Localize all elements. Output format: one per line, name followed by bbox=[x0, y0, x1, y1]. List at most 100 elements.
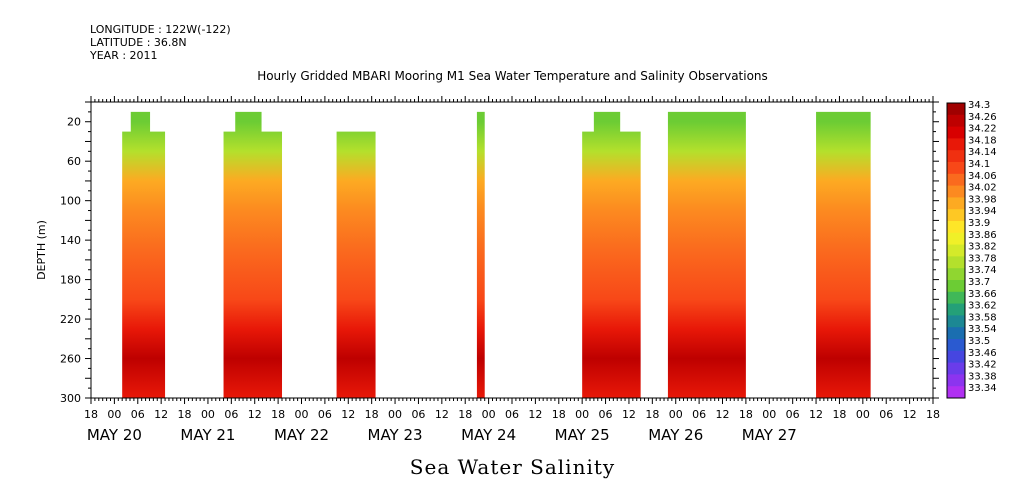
data-segment-4 bbox=[476, 111, 485, 398]
x-hour-tick-label: 18 bbox=[458, 408, 472, 421]
colorbar-swatch bbox=[947, 150, 965, 163]
x-hour-tick-label: 18 bbox=[271, 408, 285, 421]
y-tick-label: 60 bbox=[67, 155, 81, 168]
colorbar-label: 34.18 bbox=[968, 135, 997, 146]
colorbar-swatch bbox=[947, 315, 965, 328]
colorbar-swatch bbox=[947, 327, 965, 340]
y-tick-label: 100 bbox=[60, 195, 81, 208]
colorbar-swatch bbox=[947, 209, 965, 222]
y-tick-label: 140 bbox=[60, 234, 81, 247]
x-hour-tick-label: 00 bbox=[107, 408, 121, 421]
colorbar: 34.334.2634.2234.1834.1434.134.0634.0233… bbox=[946, 100, 997, 399]
x-hour-tick-label: 12 bbox=[809, 408, 823, 421]
x-hour-tick-label: 06 bbox=[224, 408, 238, 421]
x-date-label: MAY 24 bbox=[461, 426, 516, 444]
colorbar-label: 34.14 bbox=[968, 147, 997, 158]
colorbar-label: 33.66 bbox=[968, 289, 997, 300]
x-hour-tick-label: 06 bbox=[879, 408, 893, 421]
colorbar-label: 33.74 bbox=[968, 265, 997, 276]
x-hour-tick-label: 06 bbox=[599, 408, 613, 421]
x-hour-tick-label: 18 bbox=[832, 408, 846, 421]
x-date-label: MAY 26 bbox=[648, 426, 703, 444]
x-hour-tick-label: 12 bbox=[528, 408, 542, 421]
x-hour-tick-label: 12 bbox=[341, 408, 355, 421]
x-hour-tick-label: 18 bbox=[645, 408, 659, 421]
x-hour-tick-label: 18 bbox=[739, 408, 753, 421]
colorbar-swatch bbox=[947, 185, 965, 198]
colorbar-label: 33.34 bbox=[968, 383, 997, 394]
x-hour-tick-label: 00 bbox=[388, 408, 402, 421]
year-label: YEAR : 2011 bbox=[90, 49, 158, 62]
colorbar-swatch bbox=[947, 374, 965, 387]
colorbar-swatch bbox=[947, 339, 965, 352]
colorbar-swatch bbox=[947, 303, 965, 316]
colorbar-label: 34.06 bbox=[968, 171, 997, 182]
x-hour-tick-label: 06 bbox=[411, 408, 425, 421]
y-axis-label: DEPTH (m) bbox=[35, 220, 48, 280]
colorbar-swatch bbox=[947, 173, 965, 187]
chart-title: Hourly Gridded MBARI Mooring M1 Sea Wate… bbox=[257, 69, 768, 83]
colorbar-label: 33.9 bbox=[968, 218, 990, 229]
plot-frame bbox=[90, 101, 934, 399]
colorbar-swatch bbox=[947, 103, 965, 116]
colorbar-label: 34.26 bbox=[968, 112, 997, 123]
colorbar-swatch bbox=[947, 291, 965, 305]
colorbar-label: 33.7 bbox=[968, 277, 990, 288]
colorbar-swatch bbox=[947, 362, 965, 375]
axes: 18 00 06 12 18 00 06 12 18 00 06 12 18 00 06 12 18 00 06 12… bbox=[60, 96, 940, 444]
y-tick-label: 180 bbox=[60, 274, 81, 287]
chart-caption: Sea Water Salinity bbox=[409, 455, 616, 479]
x-hour-tick-label: 00 bbox=[762, 408, 776, 421]
colorbar-label: 33.42 bbox=[968, 360, 997, 371]
colorbar-label: 33.46 bbox=[968, 348, 997, 359]
x-hour-tick-label: 06 bbox=[505, 408, 519, 421]
colorbar-label: 33.38 bbox=[968, 371, 997, 382]
x-hour-tick-label: 18 bbox=[552, 408, 566, 421]
colorbar-swatch bbox=[947, 197, 965, 210]
colorbar-swatch bbox=[947, 114, 965, 128]
colorbar-label: 34.02 bbox=[968, 183, 997, 194]
x-hour-tick-label: 00 bbox=[201, 408, 215, 421]
x-hour-tick-label: 06 bbox=[786, 408, 800, 421]
x-hour-tick-label: 12 bbox=[622, 408, 636, 421]
x-hour-tick-label: 00 bbox=[295, 408, 309, 421]
x-hour-tick-label: 12 bbox=[903, 408, 917, 421]
colorbar-label: 33.94 bbox=[968, 206, 997, 217]
x-date-label: MAY 22 bbox=[274, 426, 329, 444]
y-tick-label: 260 bbox=[60, 353, 81, 366]
colorbar-swatch bbox=[947, 386, 965, 399]
colorbar-label: 34.22 bbox=[968, 124, 997, 135]
x-hour-tick-label: 12 bbox=[716, 408, 730, 421]
data-segment-5 bbox=[582, 131, 641, 398]
x-hour-tick-label: 18 bbox=[84, 408, 98, 421]
colorbar-swatch bbox=[947, 244, 965, 257]
colorbar-label: 33.62 bbox=[968, 301, 997, 312]
data-segment-top-2 bbox=[235, 111, 262, 133]
x-hour-tick-label: 06 bbox=[131, 408, 145, 421]
x-date-label: MAY 20 bbox=[87, 426, 142, 444]
colorbar-swatch bbox=[947, 280, 965, 293]
colorbar-swatch bbox=[947, 256, 965, 269]
colorbar-label: 33.58 bbox=[968, 312, 997, 323]
plot-area bbox=[122, 111, 871, 398]
colorbar-swatch bbox=[947, 268, 965, 281]
colorbar-label: 33.5 bbox=[968, 336, 990, 347]
data-segment-top-1 bbox=[130, 111, 151, 133]
x-date-label: MAY 23 bbox=[368, 426, 423, 444]
x-date-label: MAY 21 bbox=[180, 426, 235, 444]
colorbar-swatch bbox=[947, 350, 965, 364]
longitude-label: LONGITUDE : 122W(-122) bbox=[90, 23, 231, 36]
y-tick-label: 300 bbox=[60, 392, 81, 405]
x-hour-tick-label: 12 bbox=[435, 408, 449, 421]
x-hour-tick-label: 06 bbox=[318, 408, 332, 421]
colorbar-label: 34.3 bbox=[968, 100, 990, 111]
x-hour-tick-label: 00 bbox=[856, 408, 870, 421]
x-hour-tick-label: 00 bbox=[669, 408, 683, 421]
data-segment-3 bbox=[336, 131, 376, 398]
colorbar-label: 33.82 bbox=[968, 242, 997, 253]
data-segment-7 bbox=[816, 111, 871, 398]
x-hour-tick-label: 12 bbox=[248, 408, 262, 421]
colorbar-label: 33.86 bbox=[968, 230, 997, 241]
colorbar-swatch bbox=[947, 162, 965, 175]
